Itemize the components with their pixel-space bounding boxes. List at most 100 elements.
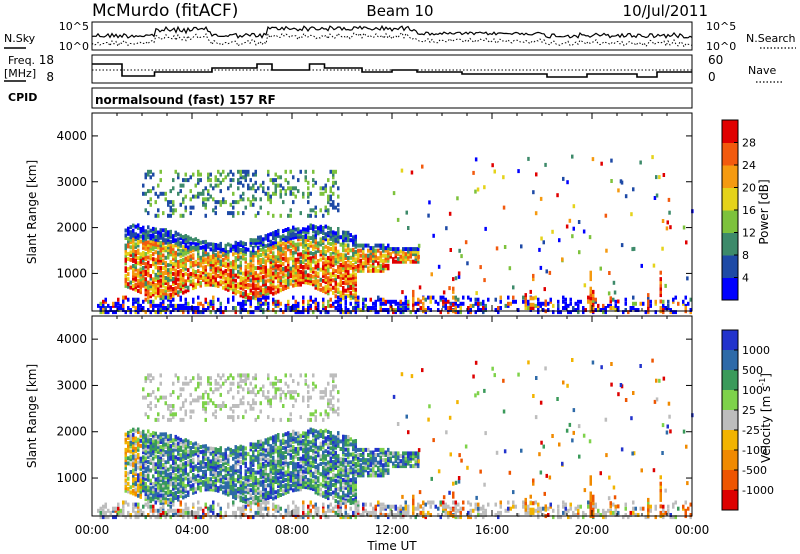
velocity-cell [272,455,275,460]
velocity-cell [389,451,392,456]
velocity-cell [242,460,245,465]
power-cell [269,267,272,272]
power-cell [287,259,290,264]
power-cell [342,253,345,258]
power-cell [142,299,145,304]
power-cell [661,219,665,223]
power-cell [259,268,262,273]
velocity-cell [294,447,297,451]
power-cell [347,250,350,255]
velocity-cell [377,465,380,470]
power-cell [104,306,107,310]
velocity-cell [332,434,335,439]
power-cell [139,269,142,274]
power-cell [264,289,267,294]
velocity-cell [139,471,142,476]
power-cell [132,256,135,261]
velocity-cell [329,464,332,469]
power-cell [629,306,632,310]
velocity-cell [402,456,405,461]
velocity-cell [172,390,175,395]
velocity-cell [362,453,365,457]
velocity-cell [382,473,385,478]
power-cell [154,303,157,308]
power-cell [164,228,167,233]
power-cell [292,243,295,248]
power-cell [394,249,397,254]
velocity-cell [132,440,135,445]
velocity-cell [202,401,205,406]
power-cell [527,306,530,310]
velocity-cell [172,499,175,504]
power-cell [402,306,405,310]
velocity-cell [159,496,162,500]
power-cell [179,303,182,308]
nsearch-tick-top: 10^5 [706,20,736,33]
power-cell [347,288,350,293]
power-cell [327,248,330,253]
power-cell [594,308,597,312]
power-cell [234,278,237,283]
power-cell [162,245,165,250]
velocity-cell [177,446,180,451]
velocity-cell [272,440,275,445]
velocity-cell [287,489,290,494]
power-cell [179,236,182,241]
power-cell [112,303,115,308]
power-cell [329,194,332,199]
power-cell [249,240,252,245]
power-cell [172,289,175,294]
velocity-cell [212,480,215,484]
power-cell [334,299,337,304]
velocity-cell [157,437,160,442]
power-cell [327,288,330,293]
power-cell [152,308,155,312]
power-cell [422,306,425,310]
power-cell [327,194,330,199]
power-cell [418,285,422,290]
power-cell [179,279,182,284]
velocity-cell [267,475,270,480]
power-cell [177,303,180,308]
power-cell [272,256,275,261]
velocity-cell [372,468,375,473]
velocity-cell [367,473,370,478]
velocity-cell [127,456,130,461]
power-cell [157,291,160,295]
power-cell [239,243,242,247]
power-cell [252,253,255,258]
power-cell [314,252,317,257]
power-cell [147,232,150,237]
power-cell [322,251,325,256]
velocity-cell [287,438,290,443]
velocity-cell [232,477,235,482]
power-cell [157,235,160,240]
power-cell [529,296,532,301]
power-cell [202,202,205,207]
power-cell [149,175,152,180]
power-cell [222,169,225,174]
power-cell [264,259,267,264]
power-cell [219,241,222,246]
power-cell [332,260,335,265]
velocity-cell [204,477,207,482]
power-cell [287,234,290,239]
power-cell [299,282,302,287]
power-cell [352,263,355,267]
velocity-cell [287,433,290,438]
power-cell [104,297,107,302]
power-cell [132,228,135,233]
power-cell [184,172,187,177]
velocity-cell [197,461,200,465]
power-cell [202,270,205,275]
velocity-cell [202,395,205,400]
power-cell [314,237,317,242]
velocity-cell [184,468,187,473]
velocity-cell [187,452,190,457]
power-cell [287,285,290,290]
power-cell [262,180,265,185]
velocity-cell [229,465,232,470]
power-cell [162,248,165,253]
power-cell [177,277,180,282]
